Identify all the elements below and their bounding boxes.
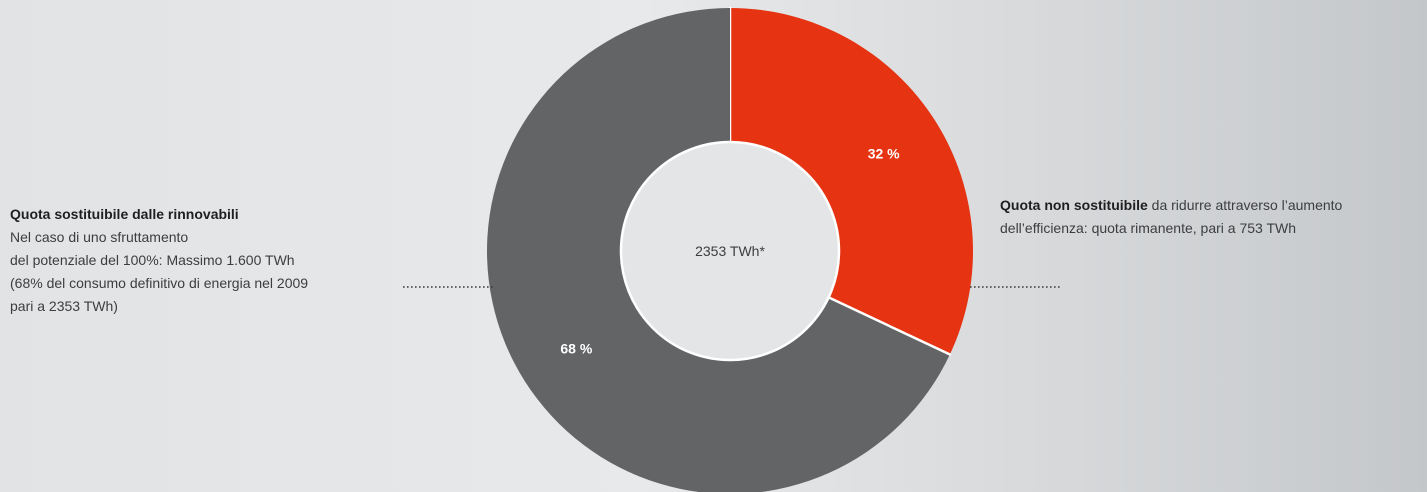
annotation-right-text: da ridurre attraverso l’aumento: [1147, 197, 1343, 213]
annotation-left-line: pari a 2353 TWh): [10, 298, 118, 314]
slice-separator: [828, 296, 952, 357]
donut-hole: [619, 140, 841, 362]
annotation-right-title: Quota non sostituibile: [1000, 197, 1148, 213]
annotation-left-line: (68% del consumo definitivo di energia n…: [10, 275, 309, 291]
center-label: 2353 TWh*: [695, 243, 765, 259]
annotation-left-title: Quota sostituibile dalle rinnovabili: [10, 206, 239, 222]
slice-label-32: 32 %: [868, 145, 900, 161]
slice-label-68: 68 %: [560, 341, 592, 357]
annotation-right: Quota non sostituibile da ridurre attrav…: [1000, 194, 1420, 240]
annotation-left: Quota sostituibile dalle rinnovabili Nel…: [10, 203, 390, 318]
annotation-left-line: del potenziale del 100%: Massimo 1.600 T…: [10, 252, 295, 268]
annotation-left-line: Nel caso di uno sfruttamento: [10, 229, 189, 245]
annotation-right-line: dell’efficienza: quota rimanente, pari a…: [1000, 220, 1296, 236]
